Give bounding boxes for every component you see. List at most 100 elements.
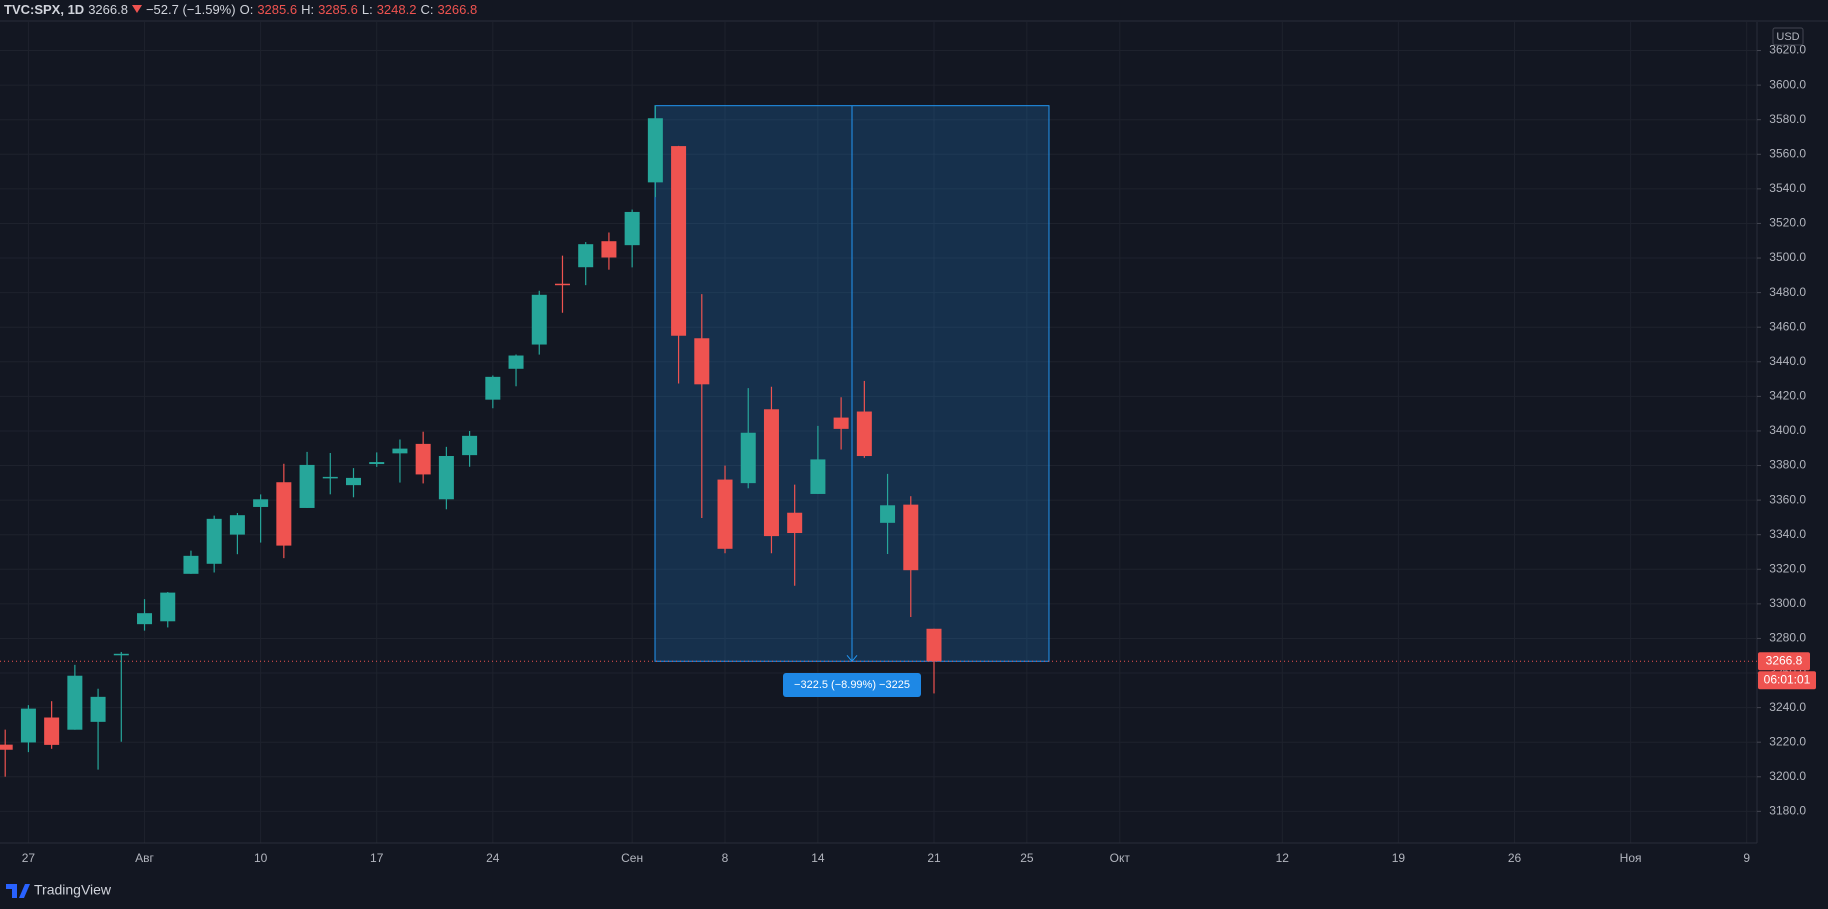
y-tick-label: 3460.0 — [1769, 319, 1806, 333]
low-value: 3248.2 — [376, 1, 417, 17]
candle — [392, 439, 408, 483]
y-tick-label: 3400.0 — [1769, 423, 1806, 437]
y-tick-label: 3280.0 — [1769, 631, 1806, 645]
x-tick-label: 24 — [486, 851, 500, 865]
x-tick-label: Авг — [135, 851, 154, 865]
candle — [717, 465, 733, 554]
measure-label: −322.5 (−8.99%) −3225 — [794, 679, 910, 691]
change: −52.7 (−1.59%) — [145, 1, 236, 17]
x-tick-label: Ноя — [1620, 851, 1642, 865]
high-label: H: — [301, 1, 315, 17]
candle-body — [717, 479, 733, 549]
candle — [369, 452, 385, 467]
candle-body — [508, 355, 524, 369]
candle — [671, 145, 687, 384]
candle — [462, 431, 478, 467]
open-label: O: — [239, 1, 254, 17]
candle-body — [113, 653, 129, 656]
candle-body — [415, 443, 431, 475]
candle-body — [787, 512, 803, 534]
x-tick-label: 26 — [1508, 851, 1522, 865]
candle — [183, 550, 199, 574]
candle — [415, 431, 431, 484]
candle-body — [856, 411, 872, 457]
candle — [346, 468, 361, 498]
y-tick-label: 3320.0 — [1769, 561, 1806, 575]
x-tick-label: 9 — [1743, 851, 1750, 865]
price-label-box — [1758, 652, 1810, 671]
candle — [763, 386, 779, 554]
last-price: 3266.8 — [88, 1, 128, 17]
candle-body — [763, 409, 779, 537]
candle-body — [671, 146, 687, 336]
x-tick-label: 10 — [254, 851, 268, 865]
low-label: L: — [361, 1, 373, 17]
candle — [601, 232, 617, 270]
candle — [554, 255, 570, 313]
candle-body — [67, 675, 83, 730]
candle — [113, 651, 129, 742]
watermark-text: TradingView — [34, 882, 112, 898]
candle-body — [485, 376, 501, 400]
currency-box — [1772, 27, 1804, 46]
candle-body — [299, 464, 315, 508]
candle — [438, 446, 454, 510]
logo — [6, 884, 30, 898]
candle-body — [276, 482, 292, 546]
candle-body — [369, 462, 385, 465]
y-tick-label: 3560.0 — [1769, 146, 1806, 160]
x-tick-label: 14 — [811, 851, 825, 865]
candle — [276, 463, 292, 559]
y-tick-label: 3220.0 — [1769, 734, 1806, 748]
y-tick-label: 3380.0 — [1769, 458, 1806, 472]
y-tick-label: 3180.0 — [1769, 804, 1806, 818]
y-tick-label: 3440.0 — [1769, 354, 1806, 368]
candle — [20, 705, 36, 753]
measure-label-box — [783, 673, 921, 697]
candle — [810, 425, 826, 494]
axes: 3180.03200.03220.03240.03260.03280.03300… — [22, 43, 1807, 865]
candle — [787, 484, 803, 586]
y-tick-label: 3480.0 — [1769, 285, 1806, 299]
candle-body — [740, 432, 756, 484]
candle — [880, 473, 896, 555]
candle-body — [44, 717, 60, 745]
candle — [0, 729, 13, 777]
candle — [67, 664, 83, 730]
candle — [90, 688, 106, 770]
y-tick-label: 3420.0 — [1769, 389, 1806, 403]
candle-body — [647, 118, 663, 183]
candle-body — [926, 628, 942, 662]
candle-body — [531, 294, 547, 345]
candle-body — [137, 613, 153, 625]
candle — [322, 453, 338, 495]
candle-body — [438, 455, 454, 500]
y-tick-label: 3340.0 — [1769, 527, 1806, 541]
y-tick-label: 3360.0 — [1769, 492, 1806, 506]
candle-body — [880, 505, 896, 523]
candle — [44, 701, 60, 749]
candle-body — [694, 338, 710, 385]
high-value: 3285.6 — [318, 1, 358, 17]
y-tick-label: 3240.0 — [1769, 700, 1806, 714]
candle-body — [624, 211, 640, 246]
candle — [856, 380, 872, 458]
candle — [578, 242, 594, 286]
candle-body — [392, 448, 408, 454]
candle — [137, 599, 153, 631]
candle-body — [90, 696, 106, 722]
candle-body — [833, 417, 849, 429]
countdown: 06:01:01 — [1764, 672, 1811, 686]
x-tick-label: 27 — [22, 851, 36, 865]
candle — [253, 494, 269, 543]
candle-body — [0, 744, 13, 750]
candle-body — [810, 459, 826, 494]
candle-body — [601, 241, 617, 258]
candle — [740, 388, 756, 489]
watermark: TradingView — [6, 882, 112, 898]
x-tick-label: 19 — [1392, 851, 1406, 865]
candle-body — [183, 555, 199, 574]
currency: USD — [1776, 31, 1799, 43]
